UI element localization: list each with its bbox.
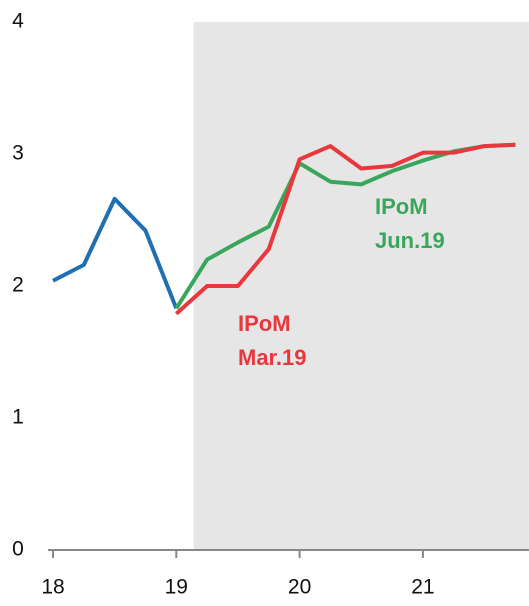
series-line bbox=[52, 196, 179, 310]
forecast-shade bbox=[193, 22, 529, 550]
y-tick-label: 2 bbox=[12, 274, 24, 297]
series-line bbox=[174, 142, 516, 316]
annotation: Mar.19 bbox=[238, 345, 307, 370]
x-tick-label: 20 bbox=[288, 576, 311, 599]
annotation: IPoM bbox=[375, 194, 428, 219]
y-tick-label: 3 bbox=[12, 142, 24, 165]
annotation: IPoM bbox=[238, 311, 291, 336]
y-tick-label: 1 bbox=[12, 406, 24, 429]
x-tick-label: 21 bbox=[411, 576, 434, 599]
annotation: Jun.19 bbox=[375, 228, 445, 253]
x-tick-label: 19 bbox=[165, 576, 188, 599]
x-tick-label: 18 bbox=[41, 576, 64, 599]
y-tick-label: 0 bbox=[12, 538, 24, 561]
y-tick-label: 4 bbox=[12, 10, 24, 33]
